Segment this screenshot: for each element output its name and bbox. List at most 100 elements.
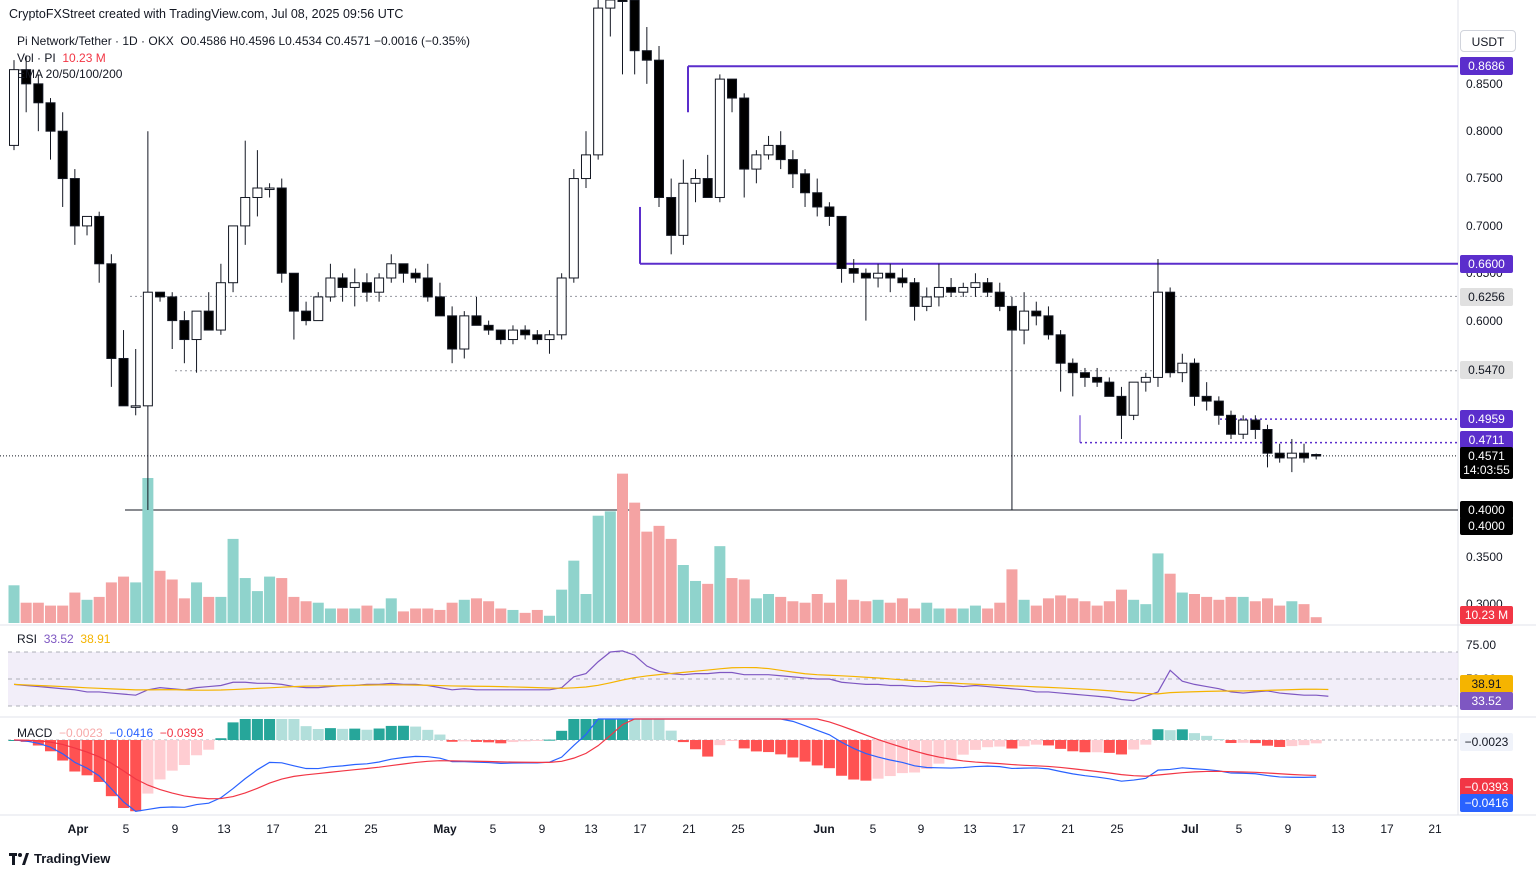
x-axis-label: 5 <box>489 822 497 836</box>
candle-body <box>787 159 798 175</box>
macd-histogram-bar <box>130 740 142 812</box>
candle-body <box>483 324 494 331</box>
macd-histogram-bar <box>1115 740 1127 755</box>
volume-bar <box>653 525 665 623</box>
volume-bar <box>1103 601 1115 623</box>
volume-bar <box>872 599 884 623</box>
low-value: L0.4534 <box>278 34 322 48</box>
macd-histogram-bar <box>519 740 531 742</box>
volume-bar <box>1055 595 1067 623</box>
macd-histogram-bar <box>969 740 981 750</box>
macd-histogram-bar <box>373 728 385 740</box>
candle-body <box>1299 452 1310 459</box>
x-axis-label: 13 <box>1331 822 1345 836</box>
macd-histogram-bar <box>397 725 409 740</box>
candle-body <box>142 291 153 407</box>
candle-body <box>459 315 470 350</box>
candle-body <box>301 310 312 322</box>
candle-body <box>1201 395 1212 402</box>
price-tick-label: 0.3500 <box>1466 550 1503 564</box>
volume-label: Vol · PI <box>17 51 56 65</box>
macd-histogram-bar <box>203 740 215 750</box>
macd-histogram-bar <box>1091 740 1103 753</box>
x-axis-label: 13 <box>963 822 977 836</box>
candle-body <box>9 69 19 146</box>
volume-bar <box>1262 598 1274 623</box>
macd-histogram-bar <box>690 740 702 750</box>
macd-histogram-bar <box>665 730 677 740</box>
currency-button[interactable]: USDT <box>1460 30 1516 52</box>
candle-body <box>702 178 713 198</box>
macd-badge: −0.0393 <box>1460 778 1513 796</box>
macd-histogram-bar <box>1164 730 1176 740</box>
volume-bar <box>32 602 44 623</box>
macd-histogram-bar <box>1176 729 1188 740</box>
rsi-badge: 33.52 <box>1460 692 1513 710</box>
macd-histogram-bar <box>251 719 263 740</box>
volume-bar <box>1018 599 1030 623</box>
candle-body <box>1165 291 1176 374</box>
x-axis-label: 17 <box>1380 822 1394 836</box>
candle-body <box>1286 452 1297 459</box>
macd-histogram-bar <box>1188 733 1200 740</box>
macd-badge: −0.0023 <box>1460 733 1513 751</box>
candle-body <box>727 78 738 99</box>
candle-body <box>641 50 652 61</box>
volume-bar <box>349 608 361 623</box>
volume-bar <box>300 601 312 623</box>
candle-body <box>617 0 628 2</box>
macd-histogram-bar <box>1152 729 1164 740</box>
volume-legend: Vol · PI 10.23 M <box>17 51 106 65</box>
volume-bar <box>1225 596 1237 623</box>
macd-histogram-bar <box>276 719 288 740</box>
x-axis-label: 5 <box>122 822 130 836</box>
volume-bar <box>531 609 543 623</box>
volume-badge: 10.23 M <box>1460 606 1513 624</box>
volume-bar <box>787 601 799 623</box>
volume-bar <box>604 511 616 623</box>
macd-hist-value: −0.0023 <box>59 726 103 740</box>
volume-bar <box>142 478 154 623</box>
macd-histogram-bar <box>300 726 312 740</box>
candle-body <box>666 196 677 236</box>
candle-body <box>678 182 689 236</box>
volume-bar <box>848 599 860 623</box>
macd-histogram-bar <box>982 740 994 748</box>
candle-body <box>447 315 458 350</box>
candle-body <box>751 154 762 170</box>
volume-bar <box>690 580 702 623</box>
volume-bar <box>519 612 531 623</box>
volume-bar <box>823 602 835 623</box>
volume-bar <box>1237 596 1249 623</box>
macd-histogram-bar <box>45 740 57 752</box>
candle-body <box>106 263 117 359</box>
macd-histogram-bar <box>738 740 750 749</box>
macd-histogram-bar <box>215 738 227 740</box>
macd-histogram-bar <box>93 740 105 782</box>
x-axis-label: 21 <box>314 822 328 836</box>
volume-bar <box>239 578 251 623</box>
candle-body <box>1019 310 1030 331</box>
volume-bar <box>1067 598 1079 623</box>
volume-bar <box>385 598 397 623</box>
volume-bar <box>215 596 227 623</box>
volume-bar <box>1152 553 1164 623</box>
candle-body <box>82 215 93 227</box>
volume-bar <box>592 515 604 623</box>
volume-bar <box>982 608 994 623</box>
macd-histogram-bar <box>154 740 166 780</box>
volume-bar <box>1249 601 1261 623</box>
macd-signal-value: −0.0393 <box>159 726 204 740</box>
candle-body <box>970 282 981 288</box>
candle-body <box>386 263 397 279</box>
macd-signal-line <box>13 718 1317 800</box>
volume-bar <box>799 602 811 623</box>
volume-bar <box>422 608 434 623</box>
price-badge: 0.6600 <box>1460 255 1513 273</box>
macd-histogram-bar <box>81 740 93 776</box>
volume-bar <box>373 608 385 623</box>
candle-body <box>471 315 482 326</box>
candle-body <box>507 329 518 341</box>
volume-bar <box>1298 604 1310 623</box>
candle-body <box>155 291 166 298</box>
